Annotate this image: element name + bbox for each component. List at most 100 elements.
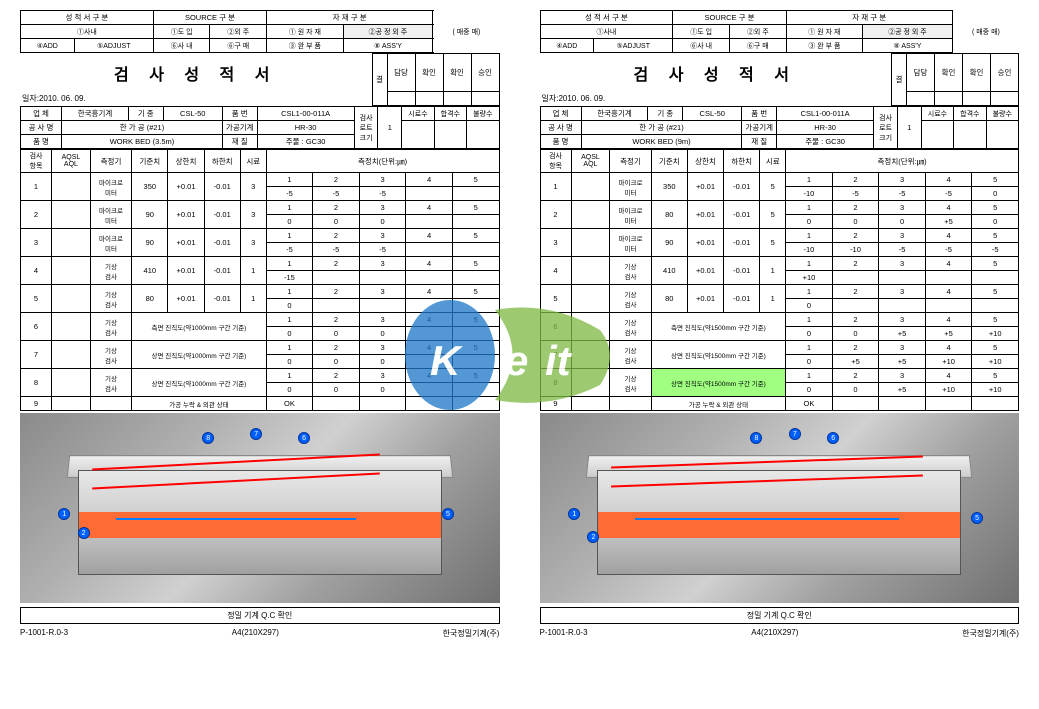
meas-cell: 1 (266, 313, 313, 327)
meas-cell (452, 327, 499, 341)
th-inst: 측정기 (90, 150, 131, 173)
meas-cell: 2 (313, 341, 360, 355)
meas-cell: 2 (313, 173, 360, 187)
meas-cell: +10 (972, 327, 1019, 341)
meas-cell: 0 (832, 327, 879, 341)
anno-pt-8: 8 (202, 432, 214, 444)
meas-cell: 4 (925, 285, 972, 299)
meas-cell: 1 (266, 229, 313, 243)
l-bul: 불량수 (467, 107, 500, 121)
qc-confirm-right: 정밀 기계 Q.C 확인 (540, 607, 1020, 624)
meas-cell: 4 (925, 313, 972, 327)
meas-cell: 4 (406, 257, 453, 271)
row-num: 3 (21, 229, 52, 257)
meas-cell: -5 (359, 243, 406, 257)
meas-cell (925, 397, 972, 411)
meas-cell: 3 (359, 341, 406, 355)
meas-cell (452, 215, 499, 229)
row-num: 8 (540, 369, 571, 397)
row-num: 6 (21, 313, 52, 341)
meas-cell (972, 397, 1019, 411)
h-r1l: ①사내 (21, 25, 154, 39)
th-val: 측정치(단위:㎛) (266, 150, 499, 173)
ref-val: 410 (132, 257, 168, 285)
footer-left: P-1001-R.0-3 A4(210X297) 한국정밀기계(주) (20, 628, 500, 639)
measurement-table-right: 검사항목 AQSLAQL 측정기 기준치 상한치 하한치 시료 측정치(단위:㎛… (540, 149, 1020, 411)
meas-cell: 0 (786, 327, 833, 341)
meas-cell (832, 271, 879, 285)
meas-cell: 5 (972, 201, 1019, 215)
meas-cell: 5 (452, 369, 499, 383)
v-gongsa: 한 가 공 (#21) (62, 121, 223, 135)
row-num: 3 (540, 229, 571, 257)
ref-val: 410 (651, 257, 687, 285)
l-siryo: 시료수 (402, 107, 434, 121)
meas-cell: 2 (313, 369, 360, 383)
meas-cell: 2 (313, 201, 360, 215)
meas-cell (359, 299, 406, 313)
row-num: 4 (540, 257, 571, 285)
meas-cell: 0 (359, 355, 406, 369)
ref-val: 80 (651, 201, 687, 229)
meas-cell: 4 (406, 229, 453, 243)
appr-c2: 확인 (415, 54, 443, 92)
meas-cell: 1 (786, 201, 833, 215)
meas-cell: 5 (452, 341, 499, 355)
instrument: 기상 검사 (90, 341, 131, 369)
meas-cell: 3 (359, 257, 406, 271)
meas-cell: 0 (313, 215, 360, 229)
row-num: 2 (21, 201, 52, 229)
meas-cell: 3 (879, 201, 926, 215)
meas-cell: 0 (786, 299, 833, 313)
meas-cell: 2 (832, 229, 879, 243)
instrument: 기상 검사 (90, 257, 131, 285)
meas-cell: 0 (266, 327, 313, 341)
l-gijong: 기 종 (128, 107, 163, 121)
meas-cell (406, 299, 453, 313)
meas-cell: 0 (359, 383, 406, 397)
meas-cell: -5 (832, 187, 879, 201)
th-aql: AQSLAQL (52, 150, 91, 173)
ref-wide: 측면 진직도(약1000mm 구간 기준) (132, 313, 266, 341)
v-pumbun: CSL1-00-011A (257, 107, 354, 121)
meas-cell: -5 (313, 187, 360, 201)
meas-cell: OK (266, 397, 313, 411)
instrument: 기상 검사 (90, 285, 131, 313)
meas-cell: 4 (925, 341, 972, 355)
meas-cell: 2 (832, 313, 879, 327)
hdr-c1: 성 적 서 구 분 (21, 11, 154, 25)
meas-cell (406, 397, 453, 411)
footer-right: P-1001-R.0-3 A4(210X297) 한국정밀기계(주) (540, 628, 1020, 639)
l-pumbun: 품 번 (222, 107, 257, 121)
meas-cell: +10 (972, 383, 1019, 397)
meas-cell: -5 (359, 187, 406, 201)
meas-cell: 4 (406, 313, 453, 327)
meas-cell: +5 (925, 215, 972, 229)
anno-pt-5: 5 (442, 508, 454, 520)
v-gijong: CSL-50 (163, 107, 222, 121)
meas-cell: 3 (359, 201, 406, 215)
meas-cell: 0 (266, 383, 313, 397)
meas-cell: -5 (925, 187, 972, 201)
instrument: 마이크로 미터 (90, 229, 131, 257)
ref-wide: 상면 진직도(약1500mm 구간 기준) (651, 341, 785, 369)
h-r2c2b: ⑥구 매 (210, 39, 267, 53)
instrument: 기상 검사 (90, 369, 131, 397)
h-r1c3a: ① 원 자 재 (267, 25, 343, 39)
meas-cell: 2 (832, 341, 879, 355)
meas-cell: -5 (879, 243, 926, 257)
th-lo: 하한치 (204, 150, 240, 173)
meas-cell: 1 (266, 257, 313, 271)
meas-cell: +5 (879, 327, 926, 341)
footer-m: A4(210X297) (232, 628, 279, 639)
meas-cell: 1 (266, 341, 313, 355)
th-gumsa: 검사항목 (21, 150, 52, 173)
appr-s3 (443, 92, 471, 106)
meas-cell: 0 (359, 215, 406, 229)
meas-cell: 5 (972, 257, 1019, 271)
h-r2c3b: ⑧ ASS'Y (343, 39, 433, 53)
meas-cell: 5 (452, 201, 499, 215)
meas-cell: 2 (313, 229, 360, 243)
meas-cell: 4 (406, 341, 453, 355)
meas-cell (879, 299, 926, 313)
